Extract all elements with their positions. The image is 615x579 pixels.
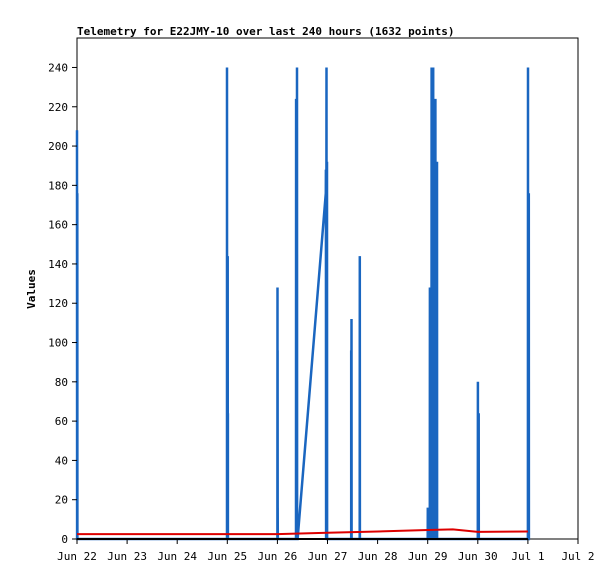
series-layer — [75, 67, 531, 541]
x-tick-label: Jun 25 — [207, 550, 247, 563]
y-tick-label: 20 — [55, 494, 68, 507]
x-tick-label: Jun 29 — [408, 550, 448, 563]
y-tick-label: 180 — [48, 179, 68, 192]
y-axis: 0 20 40 60 80 100 120 140 160 180 200 220 240 — [48, 61, 77, 546]
x-tick-label: Jun 27 — [308, 550, 348, 563]
x-tick-label: Jun 30 — [458, 550, 498, 563]
y-tick-label: 0 — [61, 533, 68, 546]
chart-title: Telemetry for E22JMY-10 over last 240 ho… — [77, 25, 455, 38]
series-line-1 — [75, 67, 531, 541]
x-tick-label: Jun 26 — [258, 550, 298, 563]
x-tick-label: Jul 1 — [511, 550, 544, 563]
y-tick-label: 60 — [55, 415, 68, 428]
y-tick-label: 160 — [48, 219, 68, 232]
x-tick-label: Jun 22 — [57, 550, 97, 563]
y-tick-label: 220 — [48, 101, 68, 114]
y-tick-label: 120 — [48, 297, 68, 310]
y-axis-label: Values — [25, 269, 38, 309]
x-axis: Jun 22 Jun 23 Jun 24 Jun 25 Jun 26 Jun 27 Jun … — [57, 539, 595, 563]
y-tick-label: 100 — [48, 337, 68, 350]
y-tick-label: 240 — [48, 61, 68, 74]
x-tick-label: Jun 28 — [358, 550, 398, 563]
y-tick-label: 200 — [48, 140, 68, 153]
y-tick-label: 80 — [55, 376, 68, 389]
series-line-2 — [77, 528, 528, 536]
x-tick-label: Jul 2 — [561, 550, 594, 563]
y-tick-label: 140 — [48, 258, 68, 271]
x-tick-label: Jun 24 — [157, 550, 197, 563]
y-tick-label: 40 — [55, 454, 68, 467]
x-tick-label: Jun 23 — [107, 550, 147, 563]
